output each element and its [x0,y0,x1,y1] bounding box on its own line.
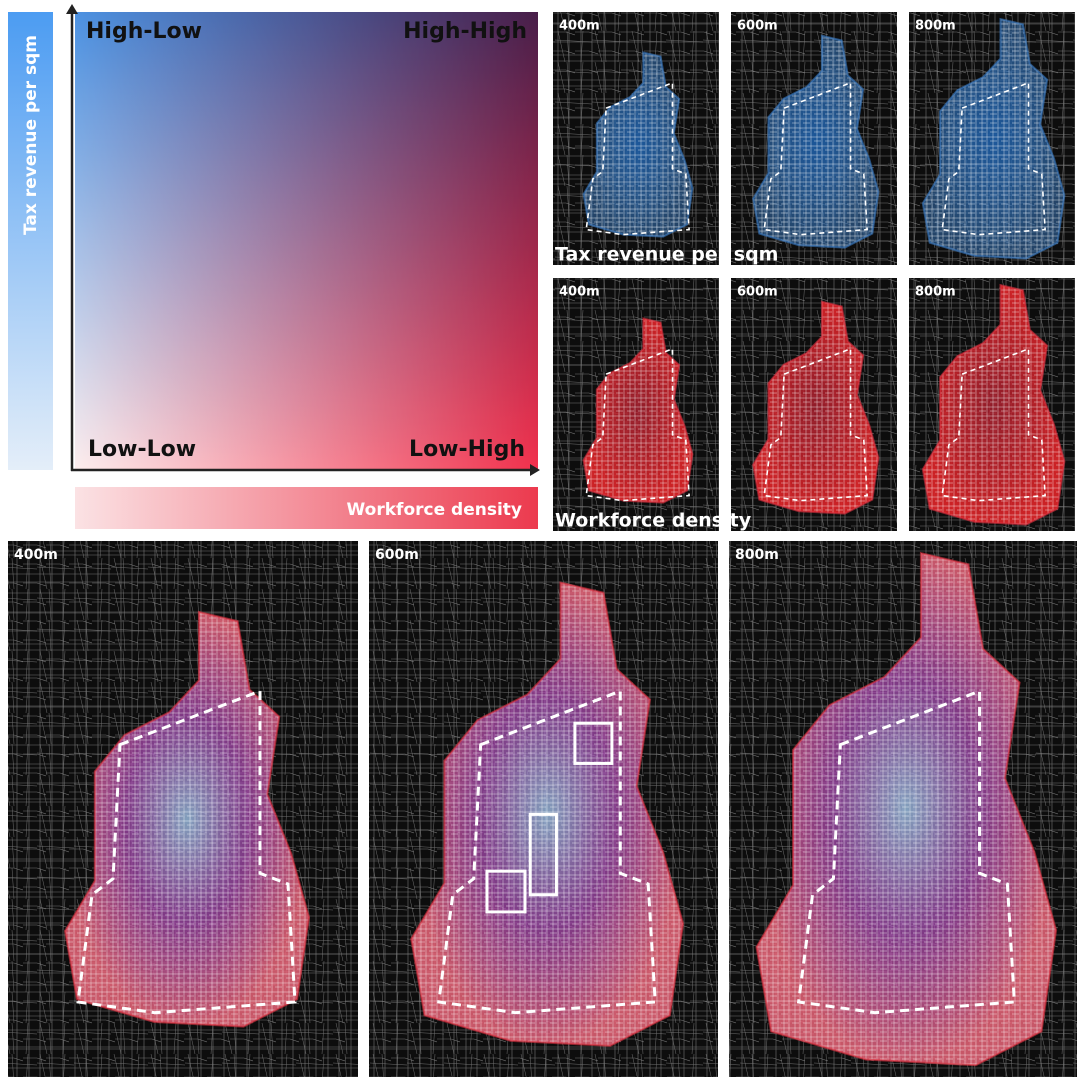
panel-label: 600m [375,547,419,563]
y-arrow [66,4,78,14]
map-panel: 800m [909,278,1075,531]
quadrant-label: High-Low [86,19,202,44]
map-panel: 600m [369,541,718,1077]
panel-label: 400m [559,285,600,300]
panel-label: 800m [915,285,956,300]
panel-label: 800m [735,547,779,563]
map-panel: 600m [731,12,897,265]
legend-square-overlay [75,12,538,470]
quadrant-label: Low-High [409,437,525,462]
map-panel: 600m [731,278,897,531]
panel-label: 400m [559,19,600,34]
map-panel: 800m [909,12,1075,265]
row-label: Workforce density [555,510,752,532]
map-panel: 800m [729,541,1077,1077]
panel-label: 600m [737,19,778,34]
quadrant-label: High-High [403,19,527,44]
x-axis-label: Workforce density [347,500,522,520]
quadrant-label: Low-Low [88,437,196,462]
y-axis-label: Tax revenue per sqm [21,35,41,235]
map-panel: 400m [553,278,719,531]
panel-label: 400m [14,547,58,563]
map-panel: 400m [553,12,719,265]
figure: Tax revenue per sqm High-Low High-High L… [0,0,1079,1079]
panel-label: 800m [915,19,956,34]
map-panel: 400m [8,541,358,1077]
row-label: Tax revenue per sqm [555,244,778,266]
panel-label: 600m [737,285,778,300]
